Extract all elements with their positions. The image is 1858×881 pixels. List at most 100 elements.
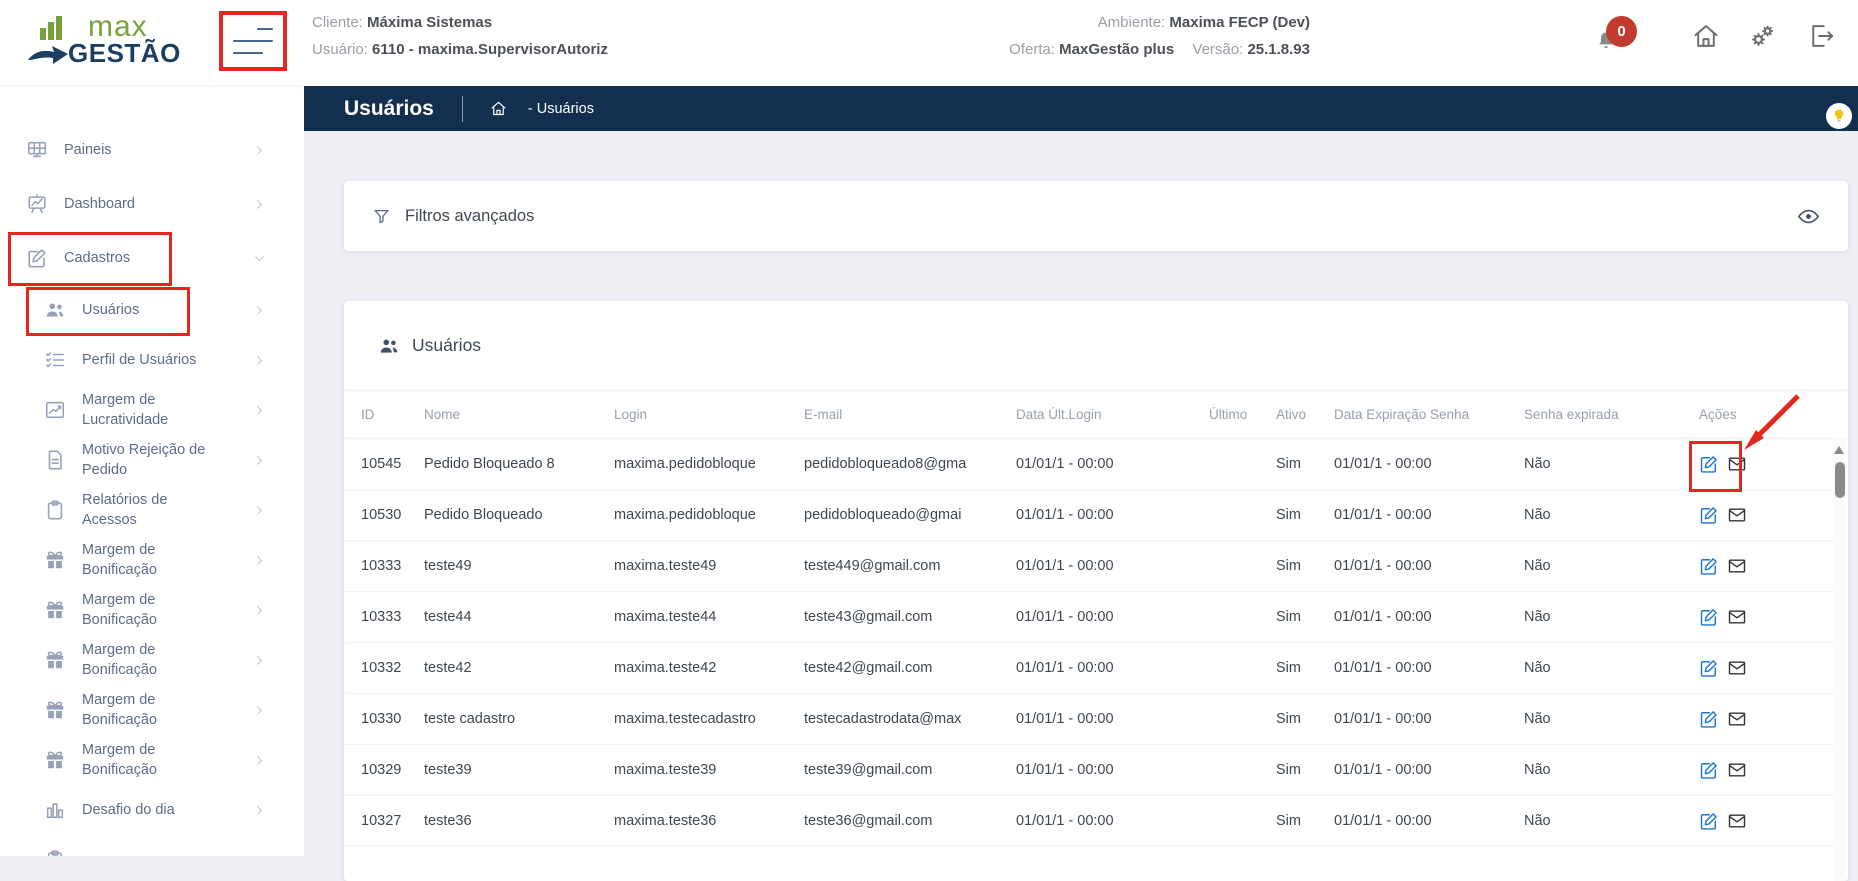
cell-ativo: Sim — [1276, 660, 1301, 676]
sidebar-item-label: Margem de Bonificação — [82, 692, 157, 728]
notifications-button[interactable]: 0 — [1596, 14, 1640, 58]
cell-acoes — [1647, 556, 1848, 576]
settings-button[interactable] — [1748, 22, 1776, 50]
chevron-right-icon — [253, 304, 266, 317]
cell-acoes — [1647, 658, 1848, 678]
cell-login: maxima.pedidobloque — [614, 507, 756, 523]
cell-senha_expirada: Não — [1524, 609, 1551, 625]
cell-ativo: Sim — [1276, 813, 1301, 829]
sidebar-item-partial[interactable] — [0, 835, 304, 856]
sidebar-item-margem-de-bonificacao[interactable]: Margem de Bonificação — [0, 635, 304, 685]
chevron-right-icon — [253, 504, 266, 517]
edit-user-button[interactable] — [1699, 505, 1719, 525]
help-lightbulb-button[interactable] — [1826, 103, 1852, 129]
sidebar-item-label: Margem de Bonificação — [82, 592, 157, 628]
sidebar-item-dashboard[interactable]: Dashboard — [0, 177, 304, 231]
sidebar-item-cadastros[interactable]: Cadastros — [0, 231, 304, 286]
sidebar-item-relatorios-de-acessos[interactable]: Relatórios de Acessos — [0, 485, 304, 535]
cell-id: 10545 — [361, 456, 402, 472]
table-scrollbar[interactable] — [1833, 438, 1846, 881]
email-user-button[interactable] — [1727, 454, 1747, 474]
cell-ativo: Sim — [1276, 507, 1301, 523]
sidebar-item-margem-de-bonificacao[interactable]: Margem de Bonificação — [0, 535, 304, 585]
oferta-value: MaxGestão plus — [1059, 41, 1175, 58]
bar-chart-icon — [44, 799, 66, 821]
filter-funnel-icon — [372, 207, 391, 226]
cell-email: testecadastrodata@max — [804, 711, 962, 727]
sidebar-item-usuarios[interactable]: Usuários — [0, 285, 304, 336]
main-content: Filtros avançados Usuários ID Nome Login E-… — [304, 131, 1858, 881]
client-label: Cliente: — [312, 14, 363, 31]
email-user-button[interactable] — [1727, 607, 1747, 627]
table-row: 10327 teste36 maxima.teste36 teste36@gmail.… — [344, 796, 1848, 847]
edit-user-button[interactable] — [1699, 811, 1719, 831]
email-user-button[interactable] — [1727, 811, 1747, 831]
cell-ativo: Sim — [1276, 762, 1301, 778]
users-table-card: Usuários ID Nome Login E-mail Data Últ.Login… — [344, 301, 1848, 881]
user-value: 6110 - maxima.SupervisorAutoriz — [372, 41, 608, 58]
sidebar-item-desafio-do-dia[interactable]: Desafio do dia — [0, 785, 304, 835]
filters-title: Filtros avançados — [405, 206, 535, 225]
scrollbar-thumb[interactable] — [1834, 462, 1845, 498]
cell-id: 10332 — [361, 660, 402, 676]
sidebar-item-label: Relatórios de Acessos — [82, 492, 168, 528]
gift-icon — [44, 599, 66, 621]
sidebar-item-paineis[interactable]: Paineis — [0, 123, 304, 177]
sidebar-item-label: Margem de Bonificação — [82, 642, 157, 678]
column-header: Login — [614, 407, 648, 422]
cell-data_ult_login: 01/01/1 - 00:00 — [1016, 609, 1114, 625]
edit-user-button[interactable] — [1699, 454, 1719, 474]
column-header: Último — [1209, 407, 1248, 422]
edit-user-button[interactable] — [1699, 607, 1719, 627]
cell-email: pedidobloqueado8@gma — [804, 456, 967, 472]
table-row: 10329 teste39 maxima.teste39 teste39@gmail.… — [344, 745, 1848, 796]
column-header: E-mail — [804, 407, 843, 422]
cell-email: teste42@gmail.com — [804, 660, 933, 676]
cell-nome: teste49 — [424, 558, 472, 574]
environment-info: Ambiente: Maxima FECP (Dev) Oferta: MaxG… — [1009, 9, 1310, 63]
advanced-filters-panel[interactable]: Filtros avançados — [344, 181, 1848, 251]
eye-visibility-icon[interactable] — [1797, 205, 1820, 228]
users-card-title: Usuários — [412, 335, 482, 355]
cell-data_expiracao_senha: 01/01/1 - 00:00 — [1334, 660, 1432, 676]
sidebar-item-motivo-rejeicao-de-pedido[interactable]: Motivo Rejeição de Pedido — [0, 435, 304, 485]
chevron-right-icon — [253, 754, 266, 767]
breadcrumb-home-icon[interactable] — [490, 100, 507, 117]
cell-ativo: Sim — [1276, 711, 1301, 727]
edit-user-button[interactable] — [1699, 556, 1719, 576]
cell-acoes — [1647, 760, 1848, 780]
sidebar-item-label: Perfil de Usuários — [82, 352, 197, 368]
column-header: Ações — [1699, 407, 1737, 422]
hamburger-menu-button[interactable] — [219, 11, 287, 71]
edit-user-button[interactable] — [1699, 658, 1719, 678]
logout-button[interactable] — [1808, 22, 1836, 50]
sidebar-item-margem-de-bonificacao[interactable]: Margem de Bonificação — [0, 685, 304, 735]
clipboard-icon — [44, 849, 66, 856]
table-header-row: ID Nome Login E-mail Data Últ.Login Último Ati… — [344, 390, 1848, 439]
cell-nome: teste cadastro — [424, 711, 516, 727]
sidebar-item-margem-de-bonificacao[interactable]: Margem de Bonificação — [0, 735, 304, 785]
email-user-button[interactable] — [1727, 760, 1747, 780]
table-row: 10333 teste44 maxima.teste44 teste43@gmail.… — [344, 592, 1848, 643]
gift-icon — [44, 549, 66, 571]
table-row: 10333 teste49 maxima.teste49 teste449@gmail… — [344, 541, 1848, 592]
email-user-button[interactable] — [1727, 556, 1747, 576]
versao-value: 25.1.8.93 — [1247, 41, 1310, 58]
home-button[interactable] — [1692, 22, 1720, 50]
sidebar-item-label: Dashboard — [64, 196, 135, 212]
chart-trend-icon — [44, 399, 66, 421]
sidebar-item-margem-de-lucratividade[interactable]: Margem de Lucratividade — [0, 385, 304, 435]
scrollbar-up-arrow-icon[interactable] — [1834, 446, 1844, 454]
cell-senha_expirada: Não — [1524, 507, 1551, 523]
edit-user-button[interactable] — [1699, 709, 1719, 729]
email-user-button[interactable] — [1727, 709, 1747, 729]
cell-id: 10330 — [361, 711, 402, 727]
email-user-button[interactable] — [1727, 505, 1747, 525]
edit-user-button[interactable] — [1699, 760, 1719, 780]
sidebar-item-perfil-de-usuarios[interactable]: Perfil de Usuários — [0, 335, 304, 385]
sidebar-item-label: Margem de Bonificação — [82, 542, 157, 578]
sidebar-item-label: Paineis — [64, 142, 112, 158]
email-user-button[interactable] — [1727, 658, 1747, 678]
sidebar-item-margem-de-bonificacao[interactable]: Margem de Bonificação — [0, 585, 304, 635]
cell-login: maxima.teste44 — [614, 609, 717, 625]
